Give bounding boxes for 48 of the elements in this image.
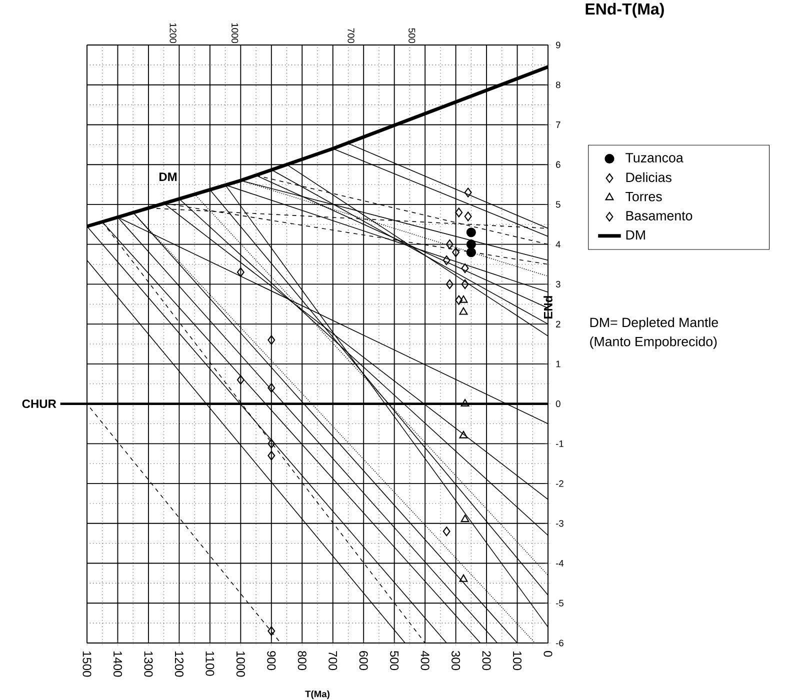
y-tick-label: 2 [556,320,560,328]
y-tick-label: 9 [556,42,560,48]
y-tick-label: 1 [556,360,560,368]
y-tick-label: -5 [556,600,564,606]
y-axis-title: ENd [544,296,552,319]
x-axis-title: T(Ma) [305,690,330,700]
legend-label: Torres [626,192,662,202]
x-tick-label: 1400 [113,651,122,677]
text: 700 [348,28,354,44]
x-tick-label: 700 [328,651,338,670]
x-tick-label: 100 [513,651,522,670]
text: 1200 [170,23,176,44]
y-tick-label: 0 [556,400,560,408]
legend-label: Tuzancoa [626,153,684,162]
y-tick-label: 8 [556,82,560,88]
text: ENd-T(Ma) [586,2,664,18]
legend-label: Basamento [626,211,692,220]
y-tick-label: 7 [556,122,560,128]
legend-label: Delicias [626,172,672,182]
x-tick-label: 1300 [144,651,153,677]
text: DM= Depleted Mantle [590,317,718,330]
legend-label: DM [626,230,645,240]
annotation: DM [159,172,177,181]
x-tick-label: 1200 [174,651,184,677]
x-tick-label: 300 [452,651,460,670]
text: (Manto Empobrecido) [590,336,717,349]
x-tick-label: 800 [298,651,306,670]
x-tick-label: 600 [359,651,368,670]
x-tick-label: 200 [482,651,491,670]
text: 500 [408,28,416,44]
x-tick-label: 1100 [206,651,214,676]
y-tick-label: 4 [556,241,560,248]
x-tick-label: 500 [390,651,399,670]
y-tick-label: -1 [556,440,564,447]
y-tick-label: 5 [556,201,560,208]
x-tick-label: 1500 [82,651,92,677]
x-tick-label: 400 [420,650,430,670]
text: 1000 [232,23,238,44]
y-tick-label: 6 [556,161,560,168]
y-tick-label: -3 [556,520,564,527]
y-tick-label: -4 [556,560,564,566]
y-tick-label: -2 [556,480,564,487]
y-tick-label: -6 [556,640,564,646]
x-tick-label: 900 [267,651,276,670]
y-tick-label: 3 [556,280,560,288]
ref-line-label: CHUR [22,400,56,408]
x-tick-label: 0 [544,651,552,657]
x-tick-label: 1000 [236,651,245,677]
